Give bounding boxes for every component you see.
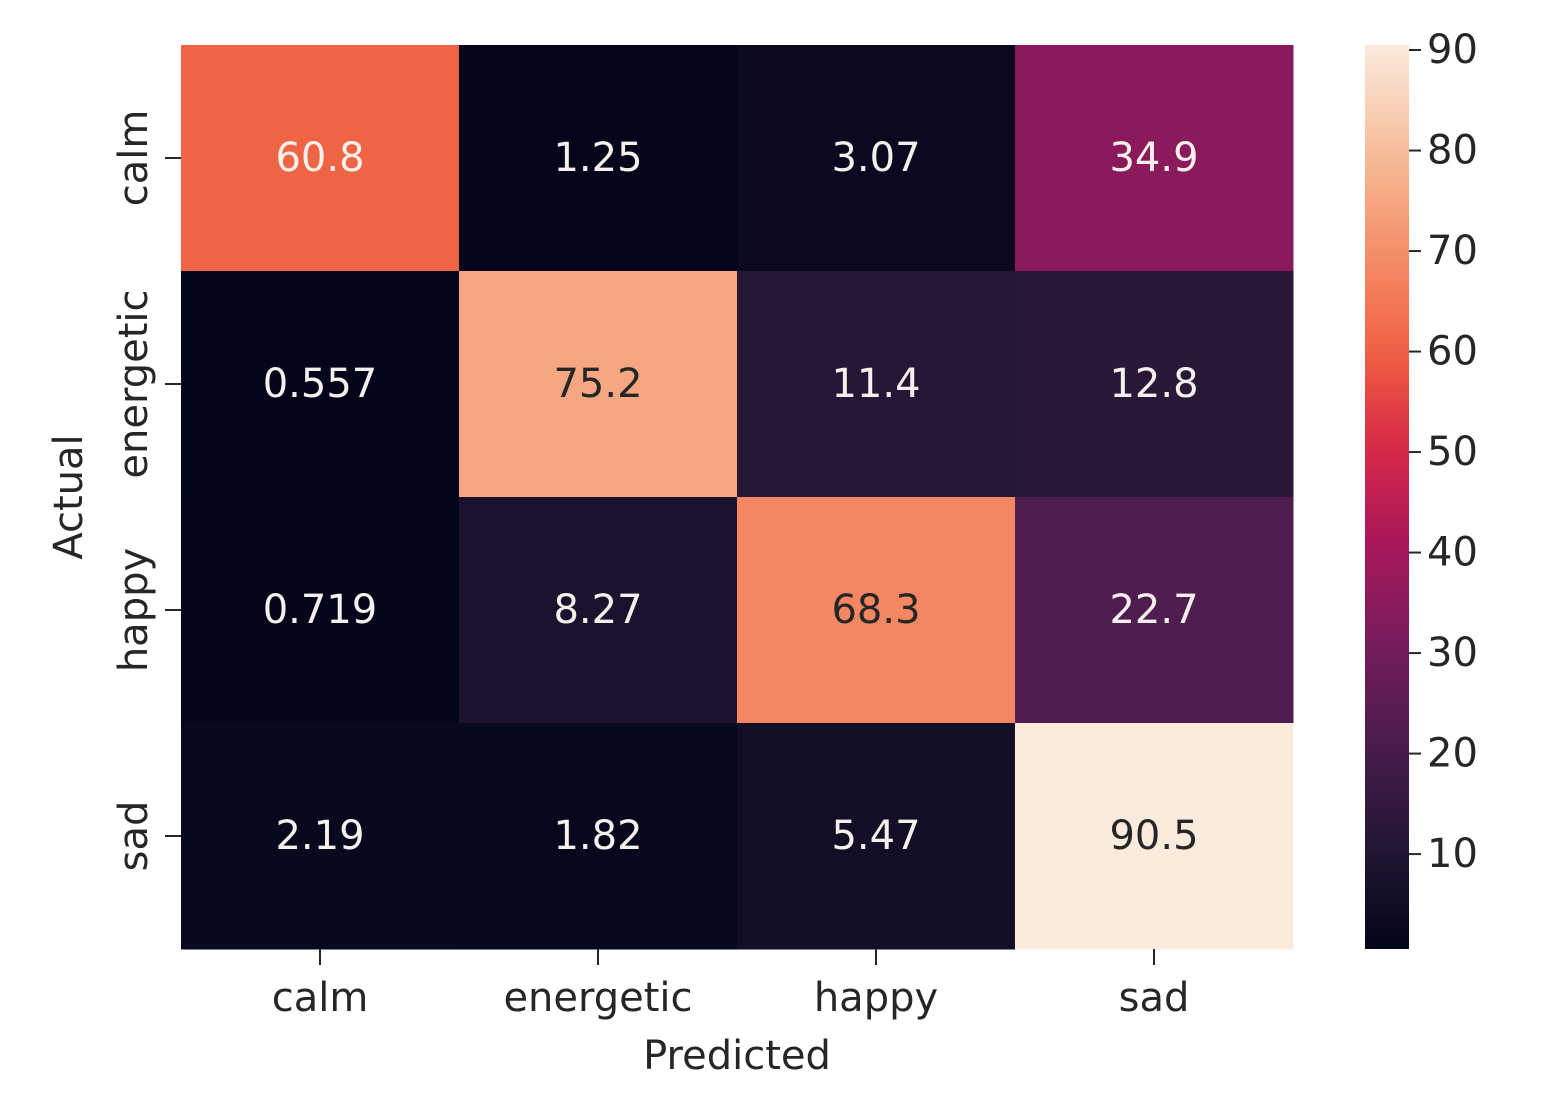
cell-value-label: 1.25	[553, 135, 642, 181]
x-tick-label-happy: happy	[814, 975, 938, 1021]
colorbar-tick-label: 50	[1427, 429, 1478, 475]
x-tick-label-energetic: energetic	[503, 975, 692, 1021]
heatmap-cell-calm-energetic	[459, 45, 738, 272]
heatmap-cell-happy-sad	[1015, 497, 1294, 724]
cell-value-label: 60.8	[275, 135, 364, 181]
colorbar-tick-label: 90	[1427, 27, 1478, 73]
heatmap-cell-happy-energetic	[459, 497, 738, 724]
heatmap-cell-energetic-calm	[181, 271, 460, 498]
y-axis: calm energetic happy sad	[111, 110, 181, 872]
colorbar-ticks: 10 20 30 40 50 60 70 80 90	[1409, 27, 1478, 877]
colorbar-tick-label: 60	[1427, 329, 1478, 375]
cell-value-label: 3.07	[831, 135, 920, 181]
heatmap-cell-happy-calm	[181, 497, 460, 724]
cell-value-label: 68.3	[831, 587, 920, 633]
y-tick-label-sad: sad	[111, 801, 157, 872]
colorbar-tick-label: 30	[1427, 630, 1478, 676]
colorbar-tick-label: 80	[1427, 128, 1478, 174]
x-tick-label-sad: sad	[1119, 975, 1190, 1021]
cell-value-label: 5.47	[831, 813, 920, 859]
heatmap-cell-calm-sad	[1015, 45, 1294, 272]
heatmap-cell-calm-happy	[737, 45, 1016, 272]
cell-value-label: 2.19	[275, 813, 364, 859]
cell-value-label: 0.719	[263, 587, 378, 633]
cell-value-label: 90.5	[1109, 813, 1198, 859]
x-axis: calm energetic happy sad	[272, 949, 1190, 1021]
x-axis-title: Predicted	[643, 1033, 831, 1079]
y-tick-label-energetic: energetic	[111, 289, 157, 478]
colorbar-tick-label: 70	[1427, 228, 1478, 274]
heatmap-cell-sad-energetic	[459, 723, 738, 950]
heatmap-cell-sad-calm	[181, 723, 460, 950]
heatmap-cell-energetic-sad	[1015, 271, 1294, 498]
colorbar-gradient	[1365, 45, 1409, 949]
y-axis-title: Actual	[46, 434, 92, 559]
cell-value-label: 11.4	[831, 361, 920, 407]
y-tick-label-happy: happy	[111, 548, 157, 672]
heatmap-cell-happy-happy	[737, 497, 1016, 724]
colorbar-tick-label: 20	[1427, 731, 1478, 777]
heatmap-cell-sad-sad	[1015, 723, 1294, 950]
heatmap-cells	[181, 45, 1294, 950]
x-tick-label-calm: calm	[272, 975, 369, 1021]
cell-value-label: 0.557	[263, 361, 378, 407]
y-tick-label-calm: calm	[111, 110, 157, 207]
heatmap-cell-energetic-happy	[737, 271, 1016, 498]
heatmap-cell-calm-calm	[181, 45, 460, 272]
heatmap-cell-labels: 60.8 1.25 3.07 34.9 0.557 75.2 11.4 12.8 0.719 8.…	[263, 135, 1199, 859]
cell-value-label: 22.7	[1109, 587, 1198, 633]
cell-value-label: 1.82	[553, 813, 642, 859]
heatmap-cell-sad-happy	[737, 723, 1016, 950]
colorbar-tick-label: 10	[1427, 831, 1478, 877]
cell-value-label: 8.27	[553, 587, 642, 633]
colorbar-tick-label: 40	[1427, 530, 1478, 576]
cell-value-label: 12.8	[1109, 361, 1198, 407]
colorbar: 10 20 30 40 50 60 70 80 90	[1365, 27, 1478, 949]
cell-value-label: 75.2	[553, 361, 642, 407]
cell-value-label: 34.9	[1109, 135, 1198, 181]
heatmap-cell-energetic-energetic	[459, 271, 738, 498]
